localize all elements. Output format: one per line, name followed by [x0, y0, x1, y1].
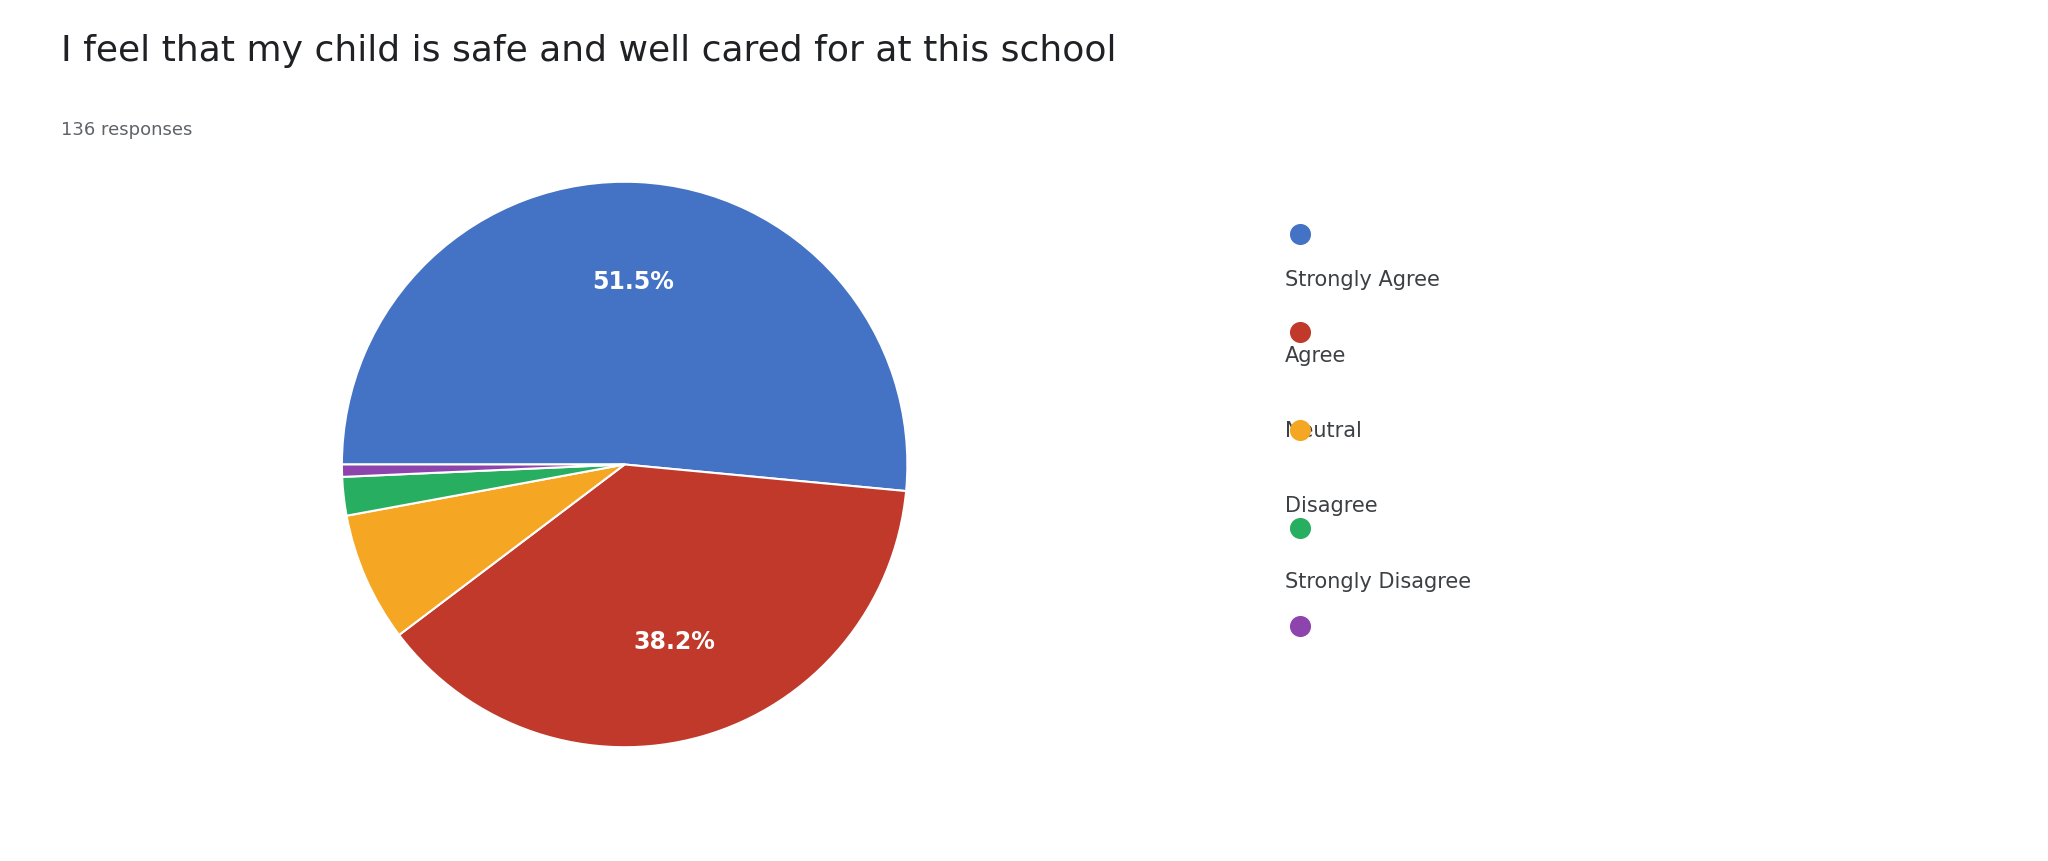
- Wedge shape: [346, 465, 625, 635]
- Text: Strongly Agree: Strongly Agree: [1286, 269, 1440, 290]
- Text: 51.5%: 51.5%: [592, 269, 674, 294]
- Text: Strongly Disagree: Strongly Disagree: [1286, 571, 1470, 592]
- Text: I feel that my child is safe and well cared for at this school: I feel that my child is safe and well ca…: [61, 34, 1116, 68]
- Wedge shape: [342, 465, 625, 477]
- Text: 136 responses: 136 responses: [61, 121, 193, 139]
- Point: [1284, 619, 1317, 633]
- Wedge shape: [342, 465, 625, 516]
- Text: Agree: Agree: [1286, 345, 1346, 365]
- Text: Disagree: Disagree: [1286, 496, 1378, 516]
- Wedge shape: [399, 465, 905, 747]
- Point: [1284, 424, 1317, 437]
- Text: 38.2%: 38.2%: [635, 629, 715, 653]
- Text: Neutral: Neutral: [1286, 420, 1362, 441]
- Point: [1284, 228, 1317, 242]
- Point: [1284, 522, 1317, 536]
- Point: [1284, 325, 1317, 339]
- Wedge shape: [342, 183, 907, 492]
